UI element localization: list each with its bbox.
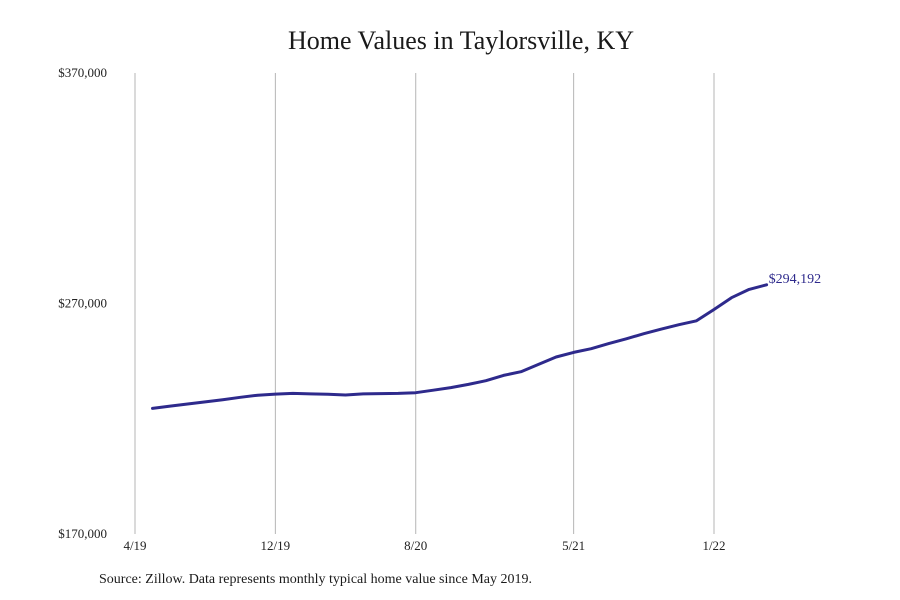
x-axis-ticks: 4/19 12/19 8/20 5/21 1/22 (123, 538, 725, 553)
series-layer: $294,192 (151, 272, 822, 410)
x-tick-label: 8/20 (404, 538, 427, 553)
x-tick-label: 5/21 (562, 538, 585, 553)
x-tick-label: 12/19 (261, 538, 291, 553)
y-tick-label: $370,000 (58, 65, 107, 80)
y-tick-label: $270,000 (58, 296, 107, 311)
series-line (151, 283, 769, 410)
gridlines (134, 73, 715, 534)
x-tick-label: 1/22 (702, 538, 725, 553)
chart-title: Home Values in Taylorsville, KY (287, 26, 634, 55)
y-tick-label: $170,000 (58, 526, 107, 541)
x-tick-label: 4/19 (123, 538, 146, 553)
source-note: Source: Zillow. Data represents monthly … (99, 572, 532, 587)
y-axis-ticks: $170,000 $270,000 $370,000 (58, 65, 107, 541)
end-value-label: $294,192 (769, 272, 822, 287)
